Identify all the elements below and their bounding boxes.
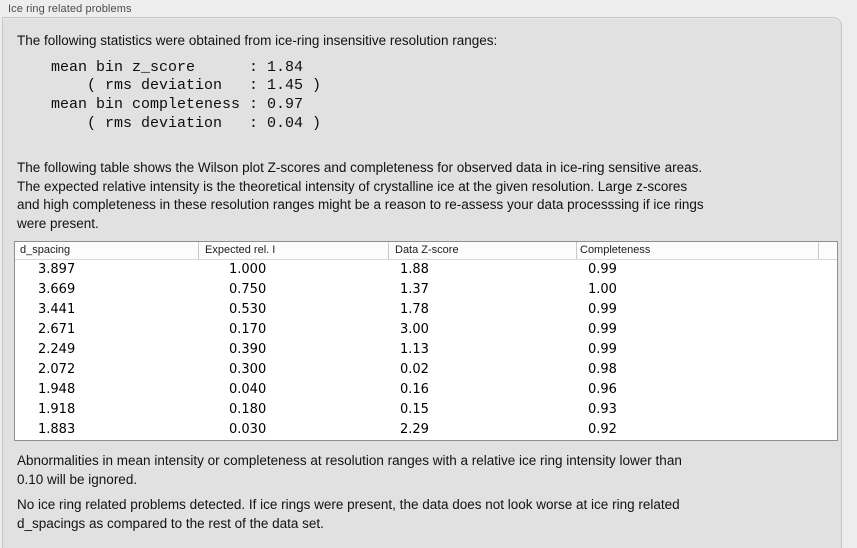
table-cell: 3.669 <box>38 282 76 298</box>
table-cell-filler <box>818 300 837 320</box>
column-header-completeness[interactable]: Completeness <box>576 242 818 260</box>
table-cell: 1.000 <box>229 262 267 278</box>
ice-table-body: 3.897 1.000 1.88 0.99 3.669 0.750 1.37 1.00 3.44… <box>15 260 837 440</box>
table-row[interactable]: 2.249 0.390 1.13 0.99 <box>15 340 837 360</box>
table-cell: 3.897 <box>38 262 76 278</box>
table-intro-text: The following table shows the Wilson plo… <box>17 160 704 231</box>
table-cell: 0.390 <box>229 342 267 358</box>
table-cell: 0.300 <box>229 362 267 378</box>
table-cell-filler <box>818 420 837 440</box>
column-header-data-z-score[interactable]: Data Z-score <box>388 242 576 260</box>
table-cell: 0.15 <box>400 402 429 418</box>
table-cell: 1.13 <box>400 342 429 358</box>
table-cell: 3.441 <box>38 302 76 318</box>
conclusion-text: No ice ring related problems detected. I… <box>17 497 680 531</box>
table-cell: 0.180 <box>229 402 267 418</box>
table-row[interactable]: 3.897 1.000 1.88 0.99 <box>15 260 837 280</box>
table-cell: 1.78 <box>400 302 429 318</box>
table-cell: 2.249 <box>38 342 76 358</box>
table-row[interactable]: 3.669 0.750 1.37 1.00 <box>15 280 837 300</box>
ice-ring-panel: The following statistics were obtained f… <box>2 17 842 548</box>
column-header-d-spacing[interactable]: d_spacing <box>20 244 71 257</box>
table-cell: 0.99 <box>588 302 617 318</box>
table-cell: 0.98 <box>588 362 617 378</box>
table-cell-filler <box>818 400 837 420</box>
table-cell: 0.030 <box>229 422 267 438</box>
table-cell: 0.040 <box>229 382 267 398</box>
table-row[interactable]: 3.441 0.530 1.78 0.99 <box>15 300 837 320</box>
table-row[interactable]: 1.948 0.040 0.16 0.96 <box>15 380 837 400</box>
section-title: Ice ring related problems <box>8 3 132 15</box>
table-cell: 1.918 <box>38 402 76 418</box>
table-cell: 0.92 <box>588 422 617 438</box>
table-cell: 1.00 <box>588 282 617 298</box>
table-cell: 0.99 <box>588 342 617 358</box>
table-row[interactable]: 2.671 0.170 3.00 0.99 <box>15 320 837 340</box>
table-cell-filler <box>818 280 837 300</box>
table-cell: 0.99 <box>588 262 617 278</box>
table-cell: 1.37 <box>400 282 429 298</box>
column-header-expected-rel-i[interactable]: Expected rel. I <box>198 242 388 260</box>
table-cell: 0.02 <box>400 362 429 378</box>
table-cell: 0.93 <box>588 402 617 418</box>
table-cell: 2.671 <box>38 322 76 338</box>
intro-text: The following statistics were obtained f… <box>17 33 498 48</box>
table-cell: 2.29 <box>400 422 429 438</box>
stats-block: mean bin z_score : 1.84 ( rms deviation … <box>51 58 322 132</box>
column-header-filler <box>818 242 837 260</box>
table-cell-filler <box>818 380 837 400</box>
table-cell: 1.948 <box>38 382 76 398</box>
table-cell: 0.99 <box>588 322 617 338</box>
table-cell-filler <box>818 260 837 280</box>
ice-ring-table[interactable]: d_spacing Expected rel. I Data Z-score C… <box>14 241 838 442</box>
ignore-note-text: Abnormalities in mean intensity or compl… <box>17 453 682 487</box>
table-cell-filler <box>818 340 837 360</box>
table-cell: 3.00 <box>400 322 429 338</box>
table-cell: 1.88 <box>400 262 429 278</box>
table-cell: 2.072 <box>38 362 76 378</box>
table-cell: 0.750 <box>229 282 267 298</box>
table-cell: 0.16 <box>400 382 429 398</box>
table-cell-filler <box>818 360 837 380</box>
table-cell-filler <box>818 320 837 340</box>
table-row[interactable]: 2.072 0.300 0.02 0.98 <box>15 360 837 380</box>
table-cell: 0.96 <box>588 382 617 398</box>
table-cell: 0.170 <box>229 322 267 338</box>
table-cell: 1.883 <box>38 422 76 438</box>
table-cell: 0.530 <box>229 302 267 318</box>
table-header-row: d_spacing Expected rel. I Data Z-score C… <box>15 242 837 261</box>
table-row[interactable]: 1.883 0.030 2.29 0.92 <box>15 420 837 440</box>
table-row[interactable]: 1.918 0.180 0.15 0.93 <box>15 400 837 420</box>
